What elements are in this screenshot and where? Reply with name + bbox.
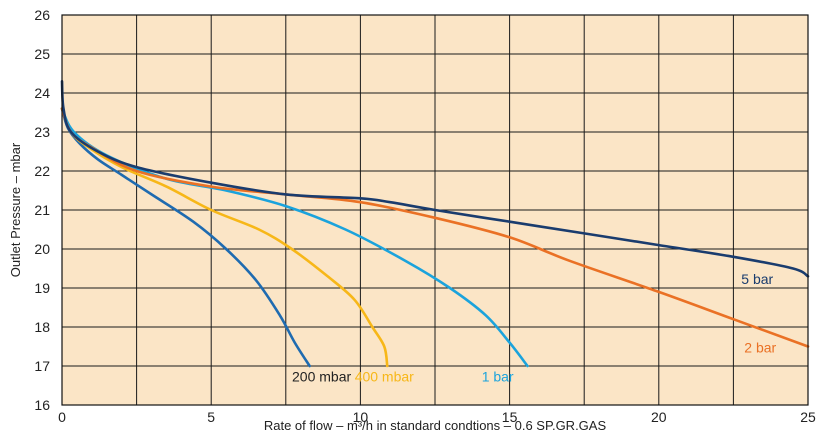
y-tick-label: 19 bbox=[34, 280, 50, 296]
tick-labels: 16 17 18 19 20 21 22 23 24 25 26 0 5 10 15 20 25 bbox=[34, 7, 816, 425]
y-tick-label: 23 bbox=[34, 124, 50, 140]
y-tick-label: 17 bbox=[34, 358, 50, 374]
x-axis-title: Rate of flow – m³/h in standard condtion… bbox=[264, 418, 607, 433]
x-tick-label: 10 bbox=[353, 409, 369, 425]
series-line-200-mbar bbox=[60, 107, 311, 368]
y-tick-label: 16 bbox=[34, 397, 50, 413]
x-tick-label: 20 bbox=[651, 409, 667, 425]
series-label-5-bar: 5 bar bbox=[741, 271, 773, 287]
series-line-5-bar bbox=[60, 80, 810, 278]
series-label-200-mbar: 200 mbar bbox=[292, 369, 351, 385]
series-labels: 200 mbar 400 mbar 1 bar 2 bar 5 bar bbox=[292, 271, 777, 385]
y-tick-label: 21 bbox=[34, 202, 50, 218]
y-tick-label: 24 bbox=[34, 85, 50, 101]
x-tick-label: 15 bbox=[502, 409, 518, 425]
x-tick-label: 0 bbox=[58, 409, 66, 425]
series-lines bbox=[60, 80, 810, 368]
plot-frame bbox=[61, 14, 809, 406]
series-label-2-bar: 2 bar bbox=[744, 339, 776, 355]
y-tick-label: 25 bbox=[34, 46, 50, 62]
y-tick-label: 22 bbox=[34, 163, 50, 179]
y-axis-title: Outlet Pressure – mbar bbox=[8, 142, 23, 277]
series-label-1-bar: 1 bar bbox=[482, 369, 514, 385]
y-tick-label: 18 bbox=[34, 319, 50, 335]
series-label-400-mbar: 400 mbar bbox=[355, 369, 414, 385]
y-tick-label: 26 bbox=[34, 7, 50, 23]
x-tick-label: 5 bbox=[207, 409, 215, 425]
x-tick-label: 25 bbox=[800, 409, 816, 425]
y-tick-label: 20 bbox=[34, 241, 50, 257]
